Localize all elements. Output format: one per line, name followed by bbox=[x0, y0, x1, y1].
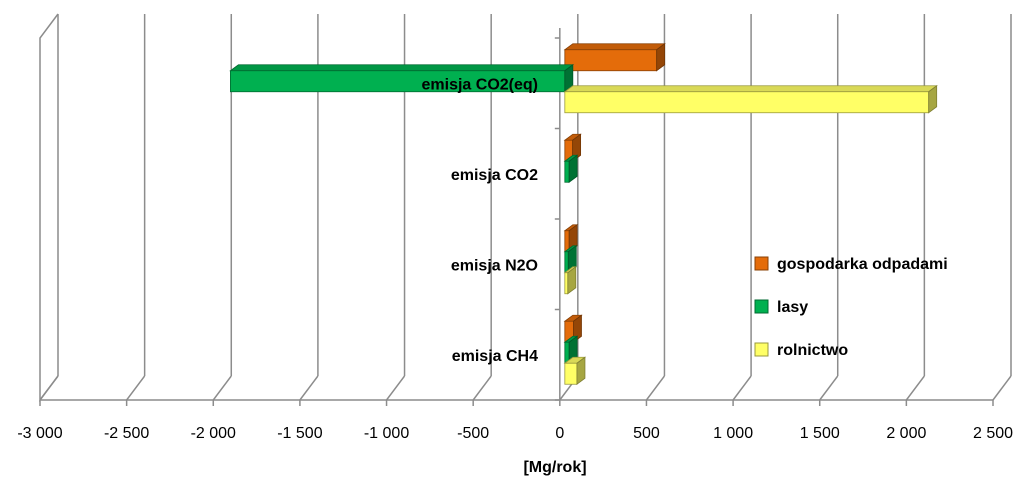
gridline-floor bbox=[299, 375, 319, 401]
category-label: emisja CH4 bbox=[452, 348, 538, 365]
bar-gospodarka-side bbox=[572, 133, 582, 163]
bar-lasy-side bbox=[568, 154, 578, 184]
legend-swatch bbox=[754, 342, 769, 357]
gridline-floor bbox=[905, 375, 925, 401]
bar-rolnictwo-side bbox=[928, 84, 938, 114]
bar-gospodarka bbox=[564, 49, 658, 72]
bar-gospodarka-side bbox=[568, 223, 578, 253]
legend-label: lasy bbox=[777, 299, 808, 316]
bar-rolnictwo-side bbox=[576, 356, 586, 386]
x-tick-label: -1 000 bbox=[364, 425, 409, 442]
bar-lasy bbox=[564, 251, 569, 274]
gridline-floor bbox=[992, 375, 1012, 401]
x-tick-label: 1 000 bbox=[713, 425, 753, 442]
gridline-floor bbox=[819, 375, 839, 401]
category-label: emisja CO2 bbox=[451, 167, 538, 184]
bar-gospodarka-side bbox=[573, 314, 582, 344]
gridline-floor bbox=[212, 375, 232, 401]
bar-rolnictwo bbox=[564, 362, 578, 385]
legend-swatch bbox=[754, 299, 769, 314]
x-tick-label: 1 500 bbox=[800, 425, 840, 442]
gridline-floor bbox=[472, 375, 492, 401]
bar-rolnictwo-side bbox=[567, 265, 577, 295]
x-tick-label: -500 bbox=[457, 425, 489, 442]
gridline-floor bbox=[732, 375, 752, 401]
legend-label: rolnictwo bbox=[777, 342, 848, 359]
x-tick-label: -1 500 bbox=[277, 425, 322, 442]
category-label: emisja N2O bbox=[451, 257, 538, 274]
category-label: emisja CO2(eq) bbox=[422, 76, 538, 93]
x-tick-label: 0 bbox=[555, 425, 564, 442]
legend-swatch bbox=[754, 256, 769, 271]
left-wall bbox=[39, 13, 59, 403]
bar-rolnictwo bbox=[564, 91, 930, 114]
bar-gospodarka-top bbox=[563, 43, 666, 51]
bar-lasy bbox=[564, 160, 570, 183]
legend-label: gospodarka odpadami bbox=[777, 256, 948, 273]
x-tick-label: -2 000 bbox=[191, 425, 236, 442]
gridline-floor bbox=[126, 375, 146, 401]
x-axis-title: [Mg/rok] bbox=[523, 459, 586, 476]
bar-rolnictwo bbox=[564, 272, 569, 295]
x-tick-label: 500 bbox=[633, 425, 660, 442]
x-tick-label: 2 500 bbox=[973, 425, 1013, 442]
gridline-floor bbox=[645, 375, 666, 401]
bar-gospodarka-side bbox=[656, 42, 666, 72]
x-tick-label: 2 000 bbox=[886, 425, 926, 442]
x-tick-label: -3 000 bbox=[17, 425, 62, 442]
x-tick-label: -2 500 bbox=[104, 425, 149, 442]
bar-rolnictwo-top bbox=[563, 85, 938, 93]
gridline-floor bbox=[385, 375, 406, 401]
bar-lasy-top bbox=[229, 64, 575, 72]
